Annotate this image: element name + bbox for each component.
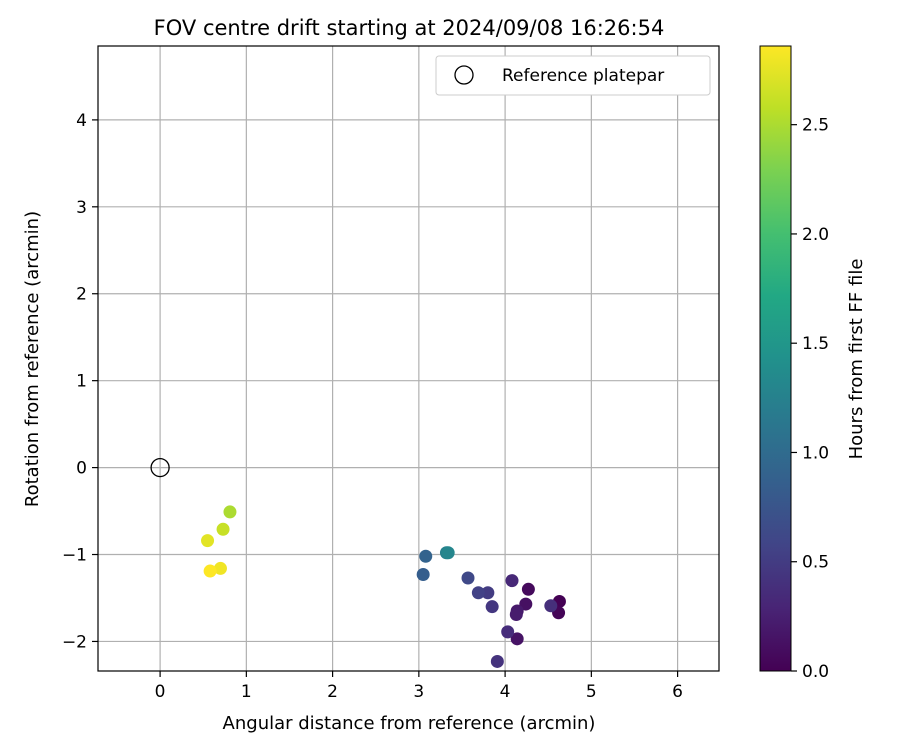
data-point bbox=[216, 522, 230, 536]
data-point bbox=[509, 607, 523, 621]
x-tick-label: 1 bbox=[241, 682, 252, 702]
legend: Reference platepar bbox=[435, 55, 711, 96]
colorbar-tick-label: 2.5 bbox=[802, 116, 829, 136]
data-point bbox=[461, 571, 475, 585]
data-point bbox=[213, 561, 227, 575]
data-point bbox=[510, 632, 524, 646]
colorbar-label: Hours from first FF file bbox=[846, 259, 867, 460]
y-tick-label: −2 bbox=[62, 632, 87, 652]
x-tick-label: 0 bbox=[155, 682, 166, 702]
data-point bbox=[441, 546, 455, 560]
colorbar-tick-label: 0.0 bbox=[802, 662, 829, 682]
y-axis-label: Rotation from reference (arcmin) bbox=[22, 211, 43, 507]
x-axis-label: Angular distance from reference (arcmin) bbox=[223, 713, 596, 734]
data-point bbox=[490, 654, 504, 668]
plot-area-frame bbox=[97, 45, 720, 672]
colorbar: 0.0 0.5 1.0 1.5 2.0 2.5 Hours from first FF f… bbox=[759, 45, 867, 682]
data-point bbox=[544, 599, 558, 613]
data-point bbox=[505, 574, 519, 588]
data-point bbox=[481, 586, 495, 600]
data-point bbox=[521, 582, 535, 596]
data-point bbox=[201, 534, 215, 548]
colorbar-tick-label: 1.0 bbox=[802, 443, 829, 463]
data-point bbox=[471, 586, 485, 600]
legend-marker-reference bbox=[454, 65, 474, 85]
y-tick-label: 0 bbox=[76, 459, 87, 479]
y-tick-label: 1 bbox=[76, 372, 87, 392]
x-tick-label: 4 bbox=[500, 682, 511, 702]
data-point bbox=[485, 600, 499, 614]
data-point bbox=[203, 564, 217, 578]
data-point bbox=[419, 549, 433, 563]
y-tick-label: 2 bbox=[76, 285, 87, 305]
data-point bbox=[501, 625, 515, 639]
legend-label-reference: Reference platepar bbox=[502, 66, 664, 86]
colorbar-tick-label: 1.5 bbox=[802, 334, 829, 354]
reference-platepar-marker bbox=[150, 457, 170, 478]
y-axis-ticks: −2 −1 0 1 2 3 4 bbox=[62, 111, 98, 652]
y-tick-label: 3 bbox=[76, 198, 87, 218]
data-point bbox=[416, 568, 430, 582]
y-tick-label: −1 bbox=[62, 546, 87, 566]
legend-box bbox=[435, 55, 711, 96]
data-point bbox=[519, 597, 533, 611]
gridlines bbox=[98, 46, 719, 671]
colorbar-tick-label: 2.0 bbox=[802, 225, 829, 245]
y-tick-label: 4 bbox=[76, 111, 87, 131]
x-tick-label: 6 bbox=[672, 682, 683, 702]
colorbar-ticks: 0.0 0.5 1.0 1.5 2.0 2.5 bbox=[791, 116, 829, 682]
x-tick-label: 5 bbox=[586, 682, 597, 702]
data-point bbox=[223, 505, 237, 519]
colorbar-gradient bbox=[759, 45, 792, 672]
x-tick-label: 3 bbox=[413, 682, 424, 702]
colorbar-tick-label: 0.5 bbox=[802, 553, 829, 573]
data-points bbox=[150, 457, 566, 668]
x-axis-ticks: 0 1 2 3 4 5 6 bbox=[155, 671, 683, 702]
x-tick-label: 2 bbox=[327, 682, 338, 702]
chart-title: FOV centre drift starting at 2024/09/08 … bbox=[154, 16, 665, 40]
